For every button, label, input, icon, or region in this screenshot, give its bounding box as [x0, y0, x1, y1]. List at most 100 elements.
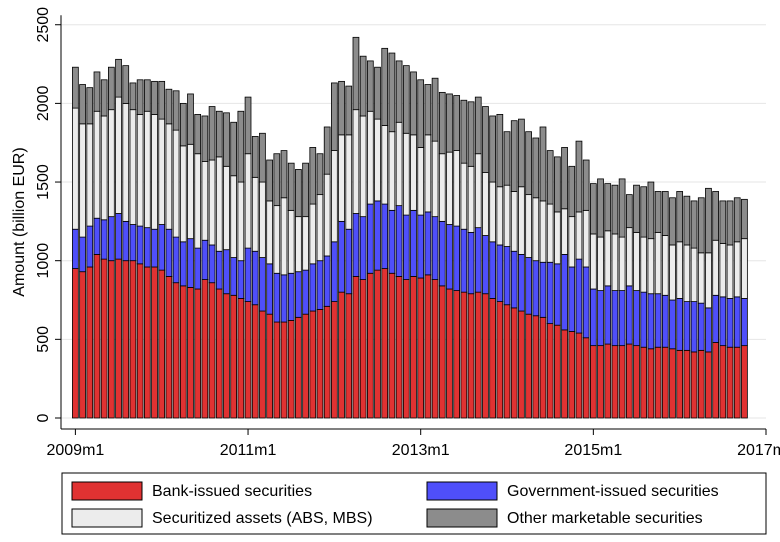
bar-segment	[431, 140, 439, 218]
bar-segment	[143, 266, 151, 419]
bar-segment	[100, 219, 108, 260]
bar-segment	[215, 250, 223, 290]
bar-segment	[287, 320, 295, 419]
bar-segment	[582, 266, 590, 339]
bar-segment	[302, 269, 309, 315]
bar-segment	[143, 79, 151, 112]
bar-segment	[453, 290, 461, 419]
bar-segment	[690, 351, 698, 419]
bar-segment	[331, 82, 338, 151]
bar-segment	[647, 293, 655, 350]
bar-segment	[79, 271, 86, 419]
bar-segment	[273, 321, 281, 419]
bar-segment	[503, 304, 511, 419]
bar-segment	[561, 147, 568, 210]
bar-segment	[316, 153, 324, 196]
bar-segment	[712, 191, 719, 241]
bar-segment	[158, 269, 166, 419]
bar-segment	[654, 293, 662, 348]
bar-segment	[331, 301, 338, 419]
bar-segment	[532, 137, 540, 199]
bar-segment	[575, 332, 583, 419]
bar-segment	[525, 194, 532, 258]
bar-segment	[532, 260, 540, 317]
y-tick-label: 2000	[35, 85, 52, 121]
bar-segment	[611, 345, 619, 419]
bar-segment	[733, 296, 741, 348]
bar-segment	[661, 294, 669, 348]
bar-segment	[474, 153, 482, 229]
bar-segment	[287, 162, 295, 211]
bar-segment	[489, 241, 496, 299]
legend-swatch	[426, 508, 498, 528]
bar-segment	[582, 209, 590, 268]
bar-segment	[474, 96, 482, 155]
bar-segment	[424, 211, 432, 276]
bar-segment	[611, 290, 619, 347]
bar-segment	[482, 293, 489, 419]
bar-segment	[266, 263, 273, 315]
bar-segment	[489, 181, 496, 243]
bar-segment	[323, 126, 331, 175]
bar-segment	[676, 298, 684, 351]
bar-segment	[597, 290, 604, 347]
bar-segment	[259, 132, 266, 183]
bar-segment	[582, 337, 590, 419]
bar-segment	[460, 291, 468, 419]
bar-segment	[280, 197, 288, 276]
bar-segment	[136, 79, 144, 115]
bar-segment	[244, 96, 252, 155]
bar-segment	[331, 150, 338, 243]
bar-segment	[633, 290, 640, 347]
bar-segment	[726, 298, 734, 348]
legend-swatch	[71, 481, 143, 501]
legend-swatch	[71, 508, 143, 528]
bar-segment	[158, 80, 166, 120]
bar-segment	[482, 235, 489, 295]
bar-segment	[467, 101, 475, 167]
bar-segment	[187, 143, 194, 240]
bar-segment	[338, 291, 345, 419]
bar-segment	[122, 220, 130, 262]
bar-segment	[172, 129, 180, 238]
bar-segment	[237, 298, 245, 419]
bar-segment	[108, 216, 115, 262]
bar-segment	[316, 260, 324, 310]
bar-segment	[539, 316, 547, 419]
bar-segment	[230, 294, 238, 419]
bar-segment	[705, 252, 712, 309]
bar-segment	[733, 241, 741, 298]
bar-segment	[496, 113, 504, 188]
bar-segment	[374, 269, 381, 419]
bar-segment	[323, 255, 331, 307]
bar-segment	[640, 236, 648, 293]
bar-segment	[690, 200, 698, 249]
x-tick-label: 2015m1	[564, 442, 622, 459]
bar-segment	[654, 191, 662, 233]
bar-segment	[208, 244, 216, 284]
bar-segment	[302, 216, 309, 271]
bar-segment	[165, 123, 173, 230]
bar-segment	[640, 186, 648, 238]
bar-segment	[129, 224, 137, 262]
bar-segment	[697, 349, 705, 419]
bar-segment	[424, 274, 432, 419]
bar-segment	[179, 145, 187, 243]
bar-segment	[395, 205, 403, 277]
bar-segment	[93, 253, 101, 419]
legend-label: Government-issued securities	[507, 483, 719, 500]
bar-segment	[625, 343, 633, 419]
bar-segment	[208, 106, 216, 161]
bar-segment	[187, 238, 194, 288]
bar-segment	[280, 274, 288, 323]
bar-segment	[345, 134, 353, 230]
bar-segment	[100, 115, 108, 221]
bar-segment	[417, 147, 425, 216]
bar-segment	[467, 231, 475, 295]
bar-segment	[640, 291, 648, 348]
bar-segment	[388, 131, 396, 211]
bar-segment	[633, 345, 640, 419]
bar-segment	[201, 279, 209, 419]
bar-segment	[453, 225, 461, 291]
bar-segment	[366, 60, 374, 112]
